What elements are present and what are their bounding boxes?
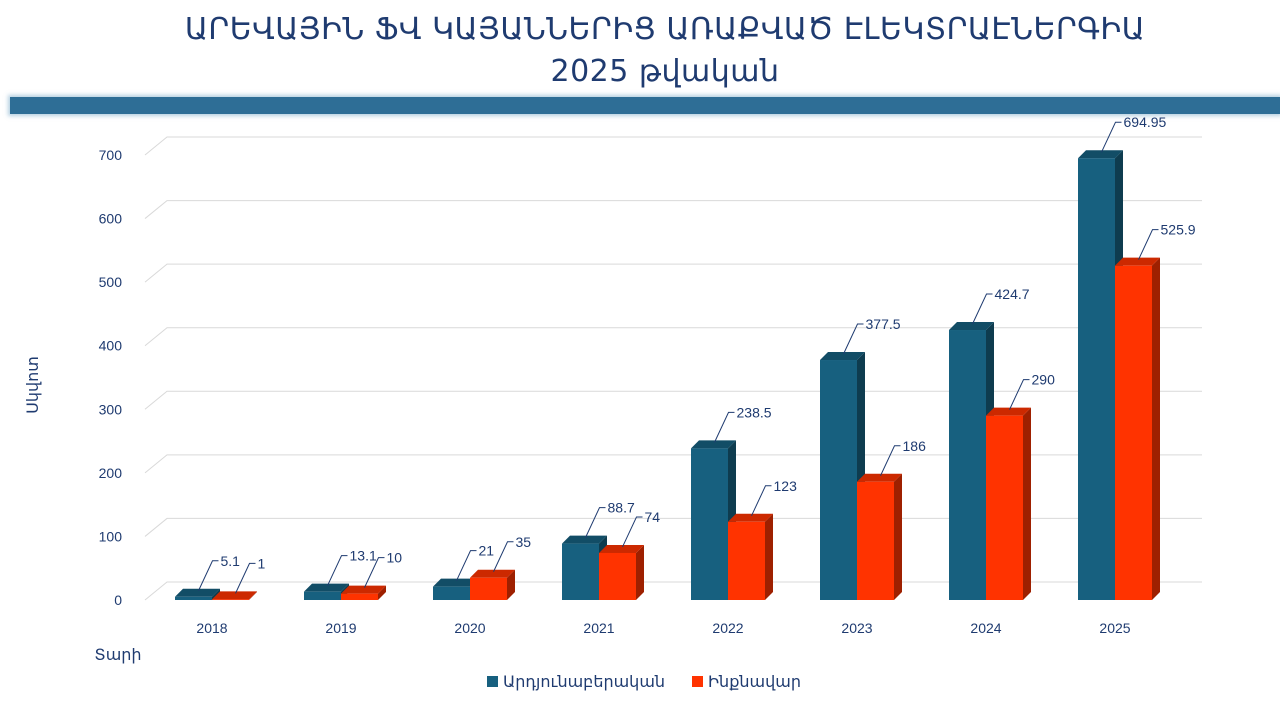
x-tick-label: 2018 (196, 620, 227, 636)
y-tick-label: 500 (99, 274, 123, 290)
data-label: 35 (516, 534, 532, 550)
gridlines (144, 136, 1202, 601)
x-tick-label: 2019 (325, 620, 356, 636)
data-label-leader (880, 445, 901, 476)
data-label: 424.7 (995, 286, 1030, 302)
gridline (144, 517, 1202, 537)
data-label-leader (327, 555, 348, 586)
data-label: 5.1 (221, 553, 241, 569)
gridline (144, 390, 1202, 410)
data-label-leader (1101, 121, 1122, 153)
bars (175, 150, 1160, 600)
data-label: 123 (774, 478, 798, 494)
legend-label: Ինքնավար (708, 672, 801, 691)
data-label: 21 (479, 543, 495, 559)
bar-autonomous-2018 (212, 591, 257, 600)
data-label-leader (1009, 379, 1030, 410)
data-label: 1 (258, 555, 266, 571)
data-label: 290 (1032, 372, 1056, 388)
y-tick-label: 0 (114, 592, 122, 608)
data-label: 525.9 (1161, 222, 1196, 238)
bar-industrial-2018 (175, 588, 220, 600)
y-tick-label: 200 (99, 465, 123, 481)
data-label: 377.5 (866, 316, 901, 332)
bar-autonomous-2025 (1115, 257, 1160, 600)
bar-industrial-2021 (562, 535, 607, 600)
legend-label: Արդյունաբերական (503, 672, 665, 691)
bar-industrial-2023 (820, 352, 865, 600)
chart-title: ԱՐԵՎԱՅԻՆ ՖՎ ԿԱՅԱՆՆԵՐԻՑ ԱՌԱՔՎԱԾ ԷԼԵԿՏՐԱԷՆ… (184, 12, 1146, 47)
data-label: 694.95 (1124, 114, 1167, 130)
x-tick-label: 2025 (1099, 620, 1130, 636)
data-label-leader (456, 550, 477, 581)
x-tick-label: 2020 (454, 620, 485, 636)
data-label-leader (972, 293, 993, 325)
bar-autonomous-2019 (341, 585, 386, 600)
data-label: 88.7 (608, 500, 635, 516)
data-label-leader (1138, 229, 1159, 260)
bar-autonomous-2024 (986, 407, 1031, 600)
data-label: 186 (903, 438, 927, 454)
gridline (144, 581, 1202, 601)
gridline (144, 136, 1202, 156)
data-label-leader (493, 541, 514, 572)
header-band (10, 97, 1280, 114)
data-label-leader (714, 411, 735, 443)
data-label-leader (622, 516, 643, 548)
x-tick-label: 2023 (841, 620, 872, 636)
legend-swatch (487, 676, 498, 687)
data-label: 74 (645, 509, 661, 525)
data-labels: 5.1 1 13.1 10 21 35 88.7 74 238.5 123 377.5 186 424.… (198, 114, 1196, 594)
bar-autonomous-2023 (857, 473, 902, 600)
bar-autonomous-2021 (599, 544, 644, 600)
data-label-leader (364, 557, 385, 588)
data-label-leader (751, 485, 772, 517)
data-label: 10 (387, 550, 403, 566)
gridline (144, 454, 1202, 474)
x-tick-label: 2021 (583, 620, 614, 636)
gridline (144, 263, 1202, 283)
legend-swatch (692, 676, 703, 687)
data-label: 13.1 (350, 548, 377, 564)
data-label-leader (585, 507, 606, 538)
bar-autonomous-2022 (728, 513, 773, 600)
bar-autonomous-2020 (470, 569, 515, 600)
y-tick-label: 700 (99, 147, 123, 163)
data-label: 238.5 (737, 404, 772, 420)
data-label-leader (198, 560, 219, 591)
x-tick-label: 2022 (712, 620, 743, 636)
x-tick-label: 2024 (970, 620, 1001, 636)
gridline (144, 200, 1202, 219)
y-tick-label: 400 (99, 338, 123, 354)
data-label-leader (235, 562, 256, 594)
y-axis-title: Սկվոտ (23, 356, 42, 414)
y-tick-label: 600 (99, 211, 123, 227)
y-tick-label: 300 (99, 401, 123, 417)
chart-subtitle: 2025 թվական (550, 54, 780, 89)
y-axis-ticks: 0 100 200 300 400 500 600 700 (99, 147, 123, 608)
x-axis-ticks: 2018 2019 2020 2021 2022 2023 2024 2025 (196, 620, 1130, 636)
data-label-leader (843, 323, 864, 355)
gridline (144, 327, 1202, 347)
legend: Արդյունաբերական Ինքնավար (487, 672, 801, 691)
y-tick-label: 100 (99, 528, 123, 544)
x-axis-title: Տարի (94, 645, 141, 664)
